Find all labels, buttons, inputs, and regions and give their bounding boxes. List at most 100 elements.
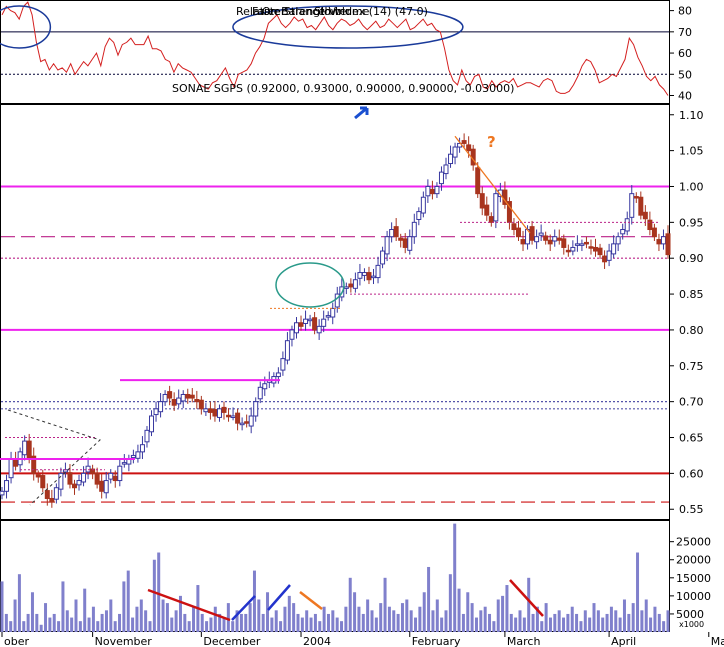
volume-bar <box>296 613 300 632</box>
volume-bar <box>662 621 666 632</box>
volume-bar <box>139 599 143 632</box>
candle-down <box>633 196 639 199</box>
volume-bar <box>70 617 74 632</box>
volume-bar <box>496 599 500 632</box>
volume-bar <box>344 606 348 632</box>
candle-down <box>348 283 354 288</box>
volume-bar <box>170 617 174 632</box>
candle-up <box>303 318 309 324</box>
trend-line-annotation <box>454 135 531 234</box>
volume-trend-line <box>267 584 291 611</box>
indicator-title-overlay-1: On Balance Volume <box>262 5 370 18</box>
candle-down <box>461 140 467 144</box>
candle-down <box>71 483 77 489</box>
candle-up <box>357 272 363 279</box>
candle-up <box>230 415 236 418</box>
candle-down <box>212 409 218 417</box>
panel-border <box>0 520 670 632</box>
volume-bar <box>400 603 404 632</box>
candle-down <box>185 393 191 399</box>
candle-up <box>81 472 87 483</box>
candle-down <box>543 235 549 241</box>
volume-bar <box>252 570 256 632</box>
volume-bar <box>326 613 330 632</box>
volume-bar <box>239 613 243 632</box>
candle-down <box>398 237 404 241</box>
volume-bar <box>292 603 296 632</box>
candle-down <box>583 241 589 245</box>
candle-up <box>624 218 630 232</box>
candle-up <box>280 358 286 371</box>
volume-bar <box>309 617 313 632</box>
volume-bar <box>91 606 95 632</box>
candle-up <box>330 307 336 318</box>
indicator-ellipse-annotation <box>0 5 52 49</box>
volume-bar <box>636 552 640 632</box>
volume-bar <box>279 621 283 632</box>
volume-bar <box>361 613 365 632</box>
price-panel: 0.55 0.60 0.65 0.70 0.75 0.80 0.85 0.90 0.95 1.00… <box>0 104 704 520</box>
volume-panel: 5000 10000 15000 20000 25000 <box>0 520 711 632</box>
candle-up <box>321 318 327 327</box>
candle-up <box>570 246 576 252</box>
panel-border <box>0 104 670 520</box>
volume-bar <box>414 617 418 632</box>
indicator-y-tick-label: 50 <box>678 68 692 81</box>
volume-bar <box>396 613 400 632</box>
volume-bar <box>100 613 104 632</box>
candle-up <box>606 250 612 261</box>
volume-bar <box>165 603 169 632</box>
candle-down <box>171 399 177 406</box>
volume-bar <box>87 617 91 632</box>
consolidation-ellipse-annotation <box>275 262 345 308</box>
volume-bar <box>427 566 431 632</box>
candle-up <box>4 480 10 492</box>
volume-bar <box>61 581 65 632</box>
candle-down <box>198 399 204 410</box>
volume-bar <box>457 588 461 632</box>
volume-bar <box>562 617 566 632</box>
candle-down <box>44 490 50 499</box>
candle-down <box>31 455 37 474</box>
volume-bar <box>535 606 539 632</box>
x-axis-month-label: April <box>611 635 636 647</box>
x-axis-month-label: November <box>95 635 153 647</box>
volume-trend-line <box>509 579 544 617</box>
price-y-tick-label: 0.95 <box>679 216 704 229</box>
volume-bar <box>592 603 596 632</box>
candle-up <box>375 264 381 279</box>
volume-bar <box>65 610 69 632</box>
volume-bar <box>370 610 374 632</box>
triangle-pattern-annotation <box>7 409 101 506</box>
indicator-line <box>1 1 669 96</box>
candle-up <box>176 397 182 405</box>
candle-up <box>384 236 390 255</box>
candle-up <box>293 322 299 334</box>
volume-bar <box>614 610 618 632</box>
volume-bar <box>557 610 561 632</box>
candle-down <box>466 144 472 152</box>
candle-down <box>13 459 19 467</box>
volume-bar <box>126 570 130 632</box>
volume-bar <box>501 595 505 632</box>
volume-bar <box>470 603 474 632</box>
candle-up <box>289 329 295 340</box>
candle-up <box>420 196 426 214</box>
candle-down <box>226 414 232 418</box>
candle-down <box>561 238 567 248</box>
candle-up <box>53 487 59 500</box>
price-title: SONAE SGPS (0.92000, 0.93000, 0.90000, 0… <box>172 82 514 95</box>
indicator-title: Relative Strength Index (14) (47.0) <box>236 5 428 18</box>
volume-bar <box>374 617 378 632</box>
candle-up <box>411 221 417 238</box>
volume-bar <box>474 617 478 632</box>
volume-bar <box>122 581 126 632</box>
volume-bar <box>335 617 339 632</box>
volume-bar <box>261 613 265 632</box>
candle-up <box>8 458 14 479</box>
volume-bar <box>157 552 161 632</box>
candle-down <box>189 394 195 399</box>
volume-bar <box>570 606 574 632</box>
price-y-tick-label: 1.00 <box>679 180 704 193</box>
candle-up <box>434 185 440 195</box>
